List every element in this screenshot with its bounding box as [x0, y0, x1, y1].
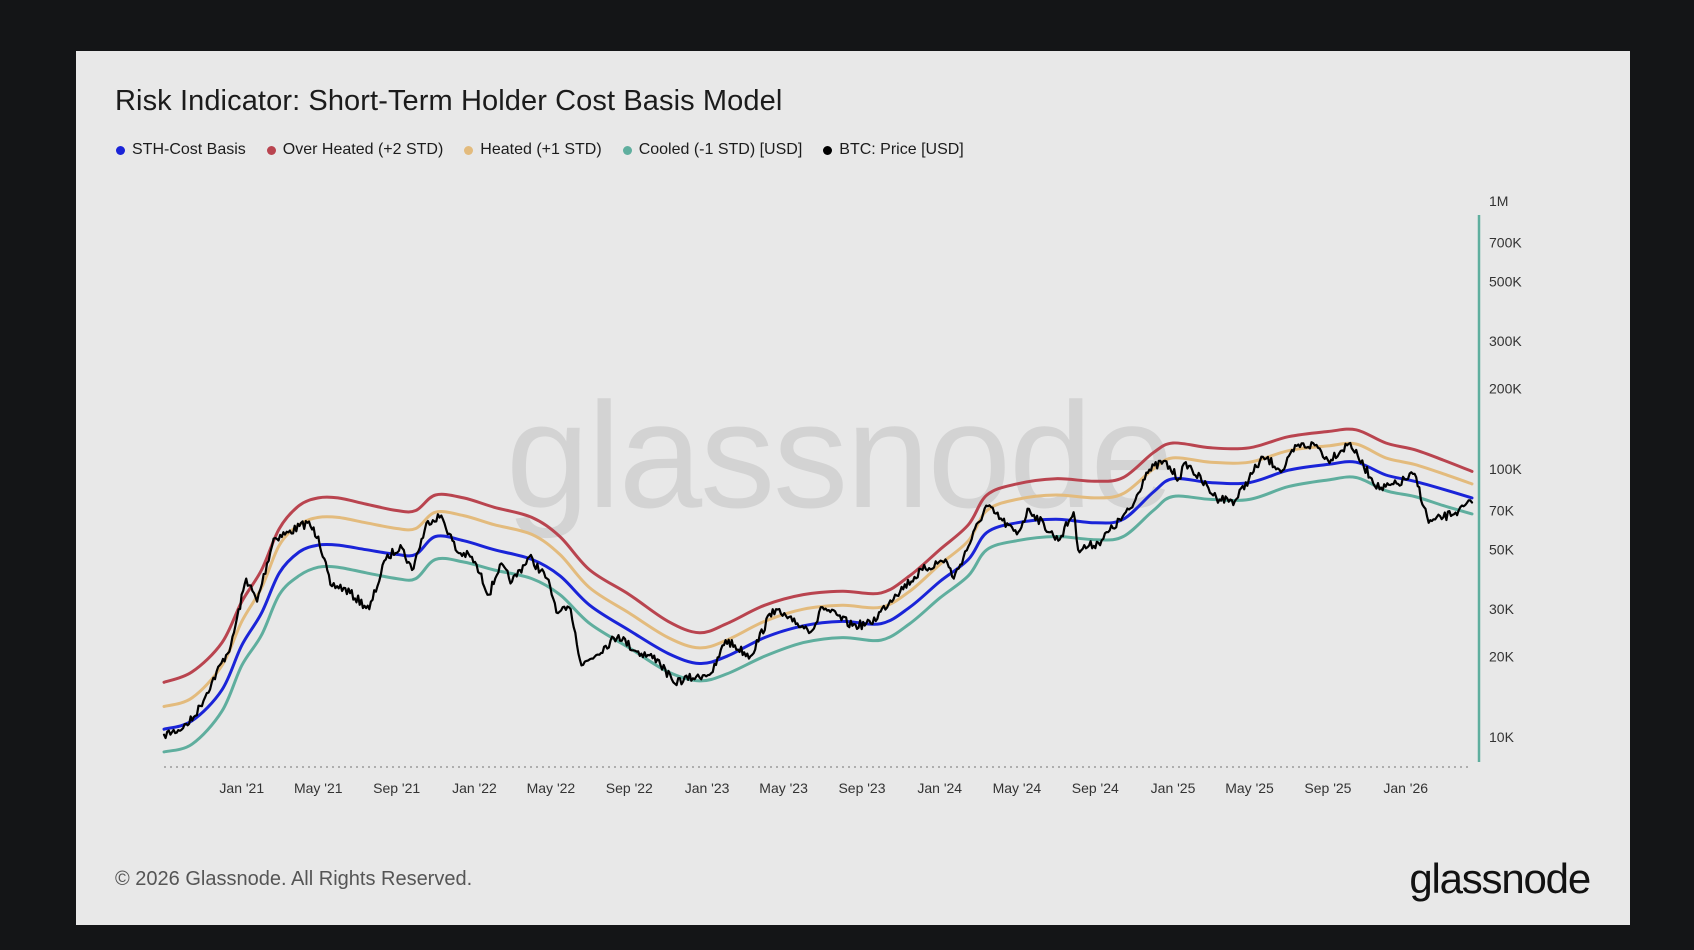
- watermark: glassnode: [506, 371, 1172, 539]
- legend-dot-icon: [266, 145, 276, 155]
- chart-title: Risk Indicator: Short-Term Holder Cost B…: [115, 85, 783, 117]
- series-layer: [162, 427, 1474, 754]
- legend-item-heated[interactable]: Heated (+1 STD): [464, 141, 602, 159]
- x-tick-label: Jan '23: [685, 780, 730, 796]
- series-line-heated-1-std[interactable]: [162, 441, 1474, 708]
- chart-legend: STH-Cost Basis Over Heated (+2 STD) Heat…: [116, 141, 964, 159]
- legend-item-sth-cost-basis[interactable]: STH-Cost Basis: [116, 141, 246, 159]
- y-tick-label: 30K: [1489, 601, 1515, 617]
- chart-card: Risk Indicator: Short-Term Holder Cost B…: [76, 51, 1630, 925]
- x-tick-label: May '24: [993, 780, 1042, 796]
- x-tick-label: Sep '21: [373, 780, 420, 796]
- y-tick-label: 700K: [1489, 235, 1522, 251]
- legend-item-over-heated[interactable]: Over Heated (+2 STD): [266, 141, 444, 159]
- legend-label: BTC: Price [USD]: [839, 141, 964, 158]
- series-line-over-heated-2-std[interactable]: [162, 427, 1474, 684]
- y-tick-label: 200K: [1489, 380, 1522, 396]
- y-tick-label: 10K: [1489, 729, 1515, 745]
- legend-label: STH-Cost Basis: [132, 141, 246, 158]
- legend-item-cooled[interactable]: Cooled (-1 STD) [USD]: [622, 141, 803, 159]
- x-tick-label: Jan '22: [452, 780, 497, 796]
- x-tick-label: May '25: [1225, 780, 1274, 796]
- plot-area[interactable]: glassnode 1M 700K 500K 300K 200K 100K 70K 50K 30…: [76, 51, 1630, 925]
- x-tick-label: Sep '25: [1304, 780, 1351, 796]
- x-tick-label: Jan '26: [1383, 780, 1428, 796]
- series-line-cooled-1-std-usd[interactable]: [162, 475, 1474, 754]
- brand-logo[interactable]: glassnode: [1409, 855, 1591, 902]
- x-tick-label: Sep '24: [1072, 780, 1119, 796]
- legend-item-btc-price[interactable]: BTC: Price [USD]: [823, 141, 964, 159]
- y-tick-label: 20K: [1489, 648, 1515, 664]
- legend-dot-icon: [823, 145, 833, 155]
- y-tick-label: 1M: [1489, 193, 1508, 209]
- x-tick-label: May '23: [759, 780, 808, 796]
- y-axis-ticks: 1M 700K 500K 300K 200K 100K 70K 50K 30K 20K 10K: [1489, 193, 1522, 745]
- copyright-text: © 2026 Glassnode. All Rights Reserved.: [115, 868, 473, 890]
- legend-dot-icon: [116, 145, 125, 155]
- series-line-btc-price-usd[interactable]: [162, 441, 1474, 740]
- x-tick-label: May '22: [527, 780, 576, 796]
- x-axis-ticks: Jan '21 May '21 Sep '21 Jan '22 May '22 Sep '…: [219, 780, 1428, 796]
- legend-dot-icon: [464, 145, 474, 155]
- x-tick-label: Jan '25: [1151, 780, 1196, 796]
- x-tick-label: May '21: [294, 780, 343, 796]
- legend-label: Heated (+1 STD): [480, 141, 602, 158]
- y-tick-label: 500K: [1489, 274, 1522, 290]
- series-line-sth-cost-basis[interactable]: [162, 460, 1474, 731]
- x-tick-label: Jan '21: [219, 780, 264, 796]
- y-tick-label: 50K: [1489, 542, 1515, 558]
- y-tick-label: 300K: [1489, 333, 1522, 349]
- y-tick-label: 100K: [1489, 461, 1522, 477]
- legend-label: Cooled (-1 STD) [USD]: [638, 141, 803, 158]
- legend-label: Over Heated (+2 STD): [282, 141, 444, 158]
- legend-dot-icon: [622, 145, 632, 155]
- x-tick-label: Jan '24: [917, 780, 962, 796]
- x-tick-label: Sep '22: [606, 780, 653, 796]
- y-tick-label: 70K: [1489, 503, 1515, 519]
- x-tick-label: Sep '23: [838, 780, 885, 796]
